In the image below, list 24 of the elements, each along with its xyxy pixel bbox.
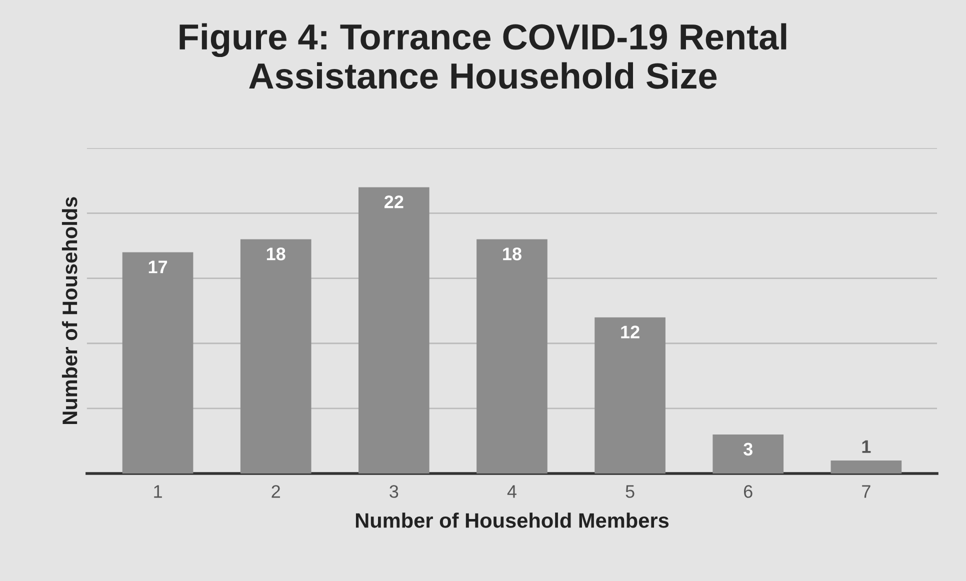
bar (476, 239, 548, 474)
x-tick-label: 7 (862, 485, 870, 498)
x-tick-label: 4 (507, 485, 516, 498)
x-tick-label: 6 (744, 485, 752, 498)
chart-title: Figure 4: Torrance COVID-19 Rental Assistance Household Size (180, 23, 786, 89)
bar (122, 252, 194, 474)
bar (594, 317, 666, 474)
x-tick-label: 1 (154, 485, 162, 498)
y-axis-title: Number of Households (62, 197, 78, 424)
data-label: 3 (744, 442, 752, 456)
bar (240, 239, 312, 474)
x-tick-label: 3 (390, 485, 398, 498)
data-label: 17 (148, 260, 168, 274)
data-label: 22 (384, 195, 404, 208)
bar (712, 434, 784, 474)
x-tick-label: 2 (272, 485, 280, 498)
bar (830, 460, 902, 474)
data-label: 18 (503, 248, 522, 260)
x-axis-title: Number of Household Members (356, 512, 669, 528)
x-tick-label: 5 (626, 485, 634, 498)
data-label: 18 (266, 248, 286, 260)
data-label: 12 (621, 326, 640, 338)
data-label: 1 (862, 440, 871, 453)
bar (358, 187, 430, 474)
